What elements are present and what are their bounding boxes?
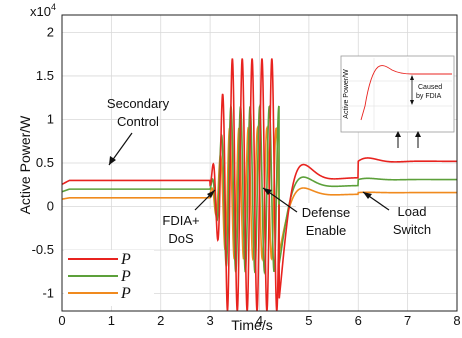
annotation-arrowhead [263,188,272,195]
y-tick-label: 1 [47,111,54,126]
annotation-arrowhead [363,192,372,199]
annotation-load-switch: Load Switch [362,191,431,237]
inset-note: by FDIA [416,93,442,100]
inset-note: Caused [418,84,442,91]
plot-frame [61,14,458,312]
annotation-bg [161,209,211,247]
inset-zoom: Active Power/W Caused by FDIA [340,55,455,148]
inset-pointer-arrows [395,131,421,148]
x-tick-label: 2 [157,313,164,328]
x-tick-label: 8 [453,313,460,328]
y-tick-label: 1.5 [36,68,54,83]
y-tick-label: 2 [47,24,54,39]
x-tick-label: 6 [355,313,362,328]
legend-label: P [120,251,131,268]
series-line-red [62,58,457,311]
annotation-text: Load [398,204,427,219]
legend: P P P [64,250,154,306]
annotation-text: Switch [393,222,431,237]
series-layer [62,58,457,311]
x-axis-label: Time/s [231,317,272,333]
inset-ylabel: Active Power/W [343,69,350,119]
annotation-text: Secondary [107,96,170,111]
annotation-text: Control [117,114,159,129]
inset-arrowhead-up [410,75,414,80]
legend-label: P [120,285,131,302]
x-tick-label: 3 [207,313,214,328]
annotation-bg [296,203,356,239]
y-axis-label: Active Power/W [17,115,33,215]
annotation-arrowhead [207,190,215,198]
x-tick-label: 4 [256,313,263,328]
annotation-text: Defense [302,205,350,220]
inset-arrowhead-down [410,100,414,105]
annotation-defense-enable: Defense Enable [262,187,356,239]
x-tick-label: 1 [108,313,115,328]
x-tick-label: 5 [305,313,312,328]
y-tick-label: -0.5 [32,242,54,257]
annotation-text: Enable [306,223,346,238]
annotation-text: DoS [168,231,194,246]
series-line-green [62,103,457,275]
annotation-secondary-control: Secondary Control [107,96,170,166]
legend-label: P [120,268,131,285]
annotation-arrowhead [109,156,116,165]
tick-labels: 0 1 2 3 4 5 6 7 8 -1 -0.5 0 0.5 1 1.5 2 [32,24,461,328]
annotation-fdia-dos: FDIA+ DoS [161,189,216,247]
inset-frame [340,55,455,133]
y-tick-label: -1 [42,286,54,301]
y-multiplier-label: x104 [30,2,56,19]
y-tick-label: 0 [47,199,54,214]
x-tick-label: 0 [58,313,65,328]
inset-curve [360,65,452,121]
annotation-text: FDIA+ [162,213,199,228]
y-tick-label: 0.5 [36,155,54,170]
x-tick-label: 7 [404,313,411,328]
